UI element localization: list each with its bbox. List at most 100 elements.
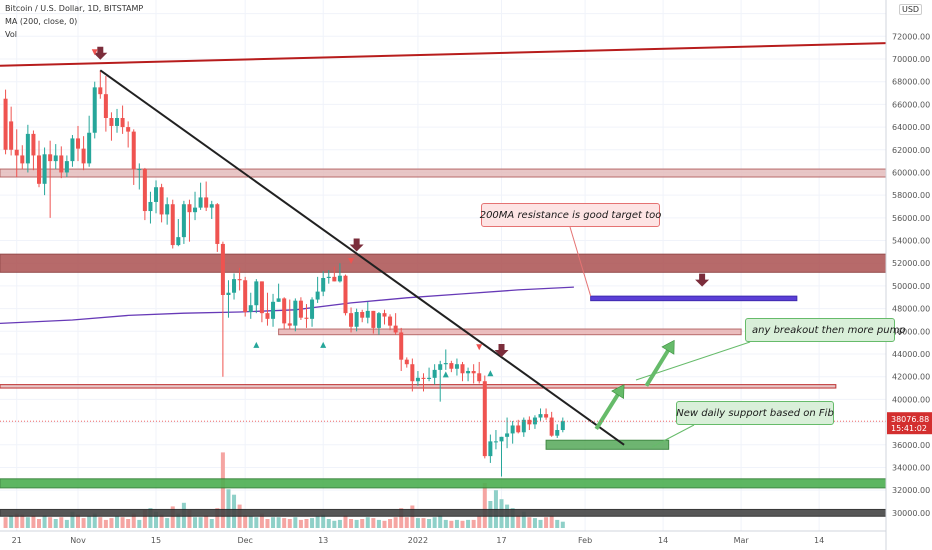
- candle-body: [460, 364, 465, 374]
- candle-body: [193, 207, 198, 213]
- time-tick-label: Mar: [734, 536, 750, 545]
- volume-bar: [76, 514, 81, 528]
- volume-bar: [527, 517, 532, 528]
- arrow-to-41k-head: [611, 384, 625, 400]
- price-tick-label: 56000.00: [892, 214, 930, 223]
- price-tick-label: 32000.00: [892, 486, 930, 495]
- volume-bar: [187, 510, 192, 528]
- candle-body: [109, 118, 114, 126]
- volume-bar: [92, 513, 97, 528]
- volume-bar: [310, 518, 315, 528]
- volume-bar: [154, 511, 159, 528]
- arrow-to-46k-head: [661, 339, 675, 355]
- volume-bar: [226, 489, 231, 528]
- price-tick-label: 64000.00: [892, 123, 930, 132]
- volume-bar: [477, 516, 482, 528]
- up-triangle-marker: [487, 370, 494, 377]
- volume-bar: [37, 519, 42, 528]
- volume-bar: [482, 483, 487, 528]
- volume-bar: [287, 519, 292, 528]
- volume-bar: [20, 514, 25, 528]
- candle-body: [120, 118, 125, 128]
- candle-body: [70, 138, 75, 162]
- volume-bar: [376, 519, 381, 528]
- candle-body: [103, 94, 108, 118]
- candle-body: [165, 204, 170, 215]
- candle-body: [243, 280, 248, 313]
- candle-body: [482, 381, 487, 457]
- up-triangle-marker: [253, 341, 260, 348]
- descending-trendline: [99, 69, 625, 446]
- volume-bar: [25, 517, 30, 528]
- volume-bar: [360, 519, 365, 528]
- volume-bar: [443, 519, 448, 528]
- currency-badge[interactable]: USD: [899, 4, 923, 15]
- zone-support-30k: [0, 508, 887, 517]
- candle-body: [505, 433, 510, 437]
- symbol-title: Bitcoin / U.S. Dollar, 1D, BITSTAMP: [5, 4, 144, 13]
- down-marker-ma-target: [695, 273, 710, 287]
- candle-body: [477, 373, 482, 382]
- volume-bar: [460, 520, 465, 528]
- volume-bar: [148, 508, 153, 528]
- ma-target-band: [590, 295, 798, 302]
- candle-body: [209, 204, 214, 208]
- candle-body: [527, 419, 532, 425]
- candle-body: [388, 316, 393, 326]
- candle-body: [349, 313, 354, 327]
- volume-bar: [365, 517, 370, 528]
- candle-body: [471, 371, 476, 374]
- volume-bar: [142, 510, 147, 528]
- candle-body: [382, 313, 387, 317]
- arrow-to-46k-shaft: [644, 349, 670, 387]
- candle-body: [298, 300, 303, 318]
- candle-body: [321, 277, 326, 292]
- price-tick-label: 60000.00: [892, 168, 930, 177]
- volume-bar: [248, 516, 253, 528]
- down-triangle-marker: [348, 257, 355, 264]
- volume-bar: [165, 518, 170, 528]
- candle-body: [310, 299, 315, 319]
- volume-bar: [98, 517, 103, 528]
- candle-body: [415, 377, 420, 382]
- volume-bar: [454, 519, 459, 528]
- ma-indicator-label[interactable]: MA (200, close, 0): [5, 17, 78, 26]
- candle-body: [493, 441, 498, 443]
- volume-bar: [209, 519, 214, 528]
- volume-bar: [466, 519, 471, 528]
- candle-body: [276, 298, 281, 302]
- volume-bar: [449, 520, 454, 528]
- candle-body: [538, 414, 543, 418]
- volume-bar: [393, 517, 398, 528]
- volume-bar: [388, 519, 393, 528]
- volume-indicator-label[interactable]: Vol: [5, 30, 17, 39]
- candle-body: [432, 369, 437, 378]
- price-tick-label: 54000.00: [892, 237, 930, 246]
- callout-support: New daily support based on Fib: [676, 401, 834, 425]
- candle-body: [131, 131, 136, 170]
- volume-bar: [70, 511, 75, 528]
- volume-bar: [115, 516, 120, 528]
- candle-body: [488, 441, 493, 457]
- volume-bar: [9, 515, 14, 528]
- volume-bar: [326, 519, 331, 528]
- last-price-value: 38076.88: [891, 415, 929, 424]
- price-tick-label: 58000.00: [892, 191, 930, 200]
- volume-bar: [549, 515, 554, 528]
- candle-body: [516, 425, 521, 433]
- volume-bar: [544, 517, 549, 528]
- price-axis: 30000.0032000.0034000.0036000.0038000.00…: [885, 0, 932, 550]
- candle-body: [59, 155, 64, 173]
- candle-body: [248, 305, 253, 313]
- volume-bar: [471, 519, 476, 528]
- volume-bar: [31, 515, 36, 528]
- volume-bar: [516, 515, 521, 528]
- price-tick-label: 52000.00: [892, 259, 930, 268]
- time-tick-label: 17: [496, 536, 506, 545]
- volume-bar: [332, 520, 337, 528]
- volume-bar: [415, 518, 420, 528]
- candle-body: [64, 161, 69, 173]
- candle-body: [9, 121, 14, 150]
- volume-bar: [64, 519, 69, 528]
